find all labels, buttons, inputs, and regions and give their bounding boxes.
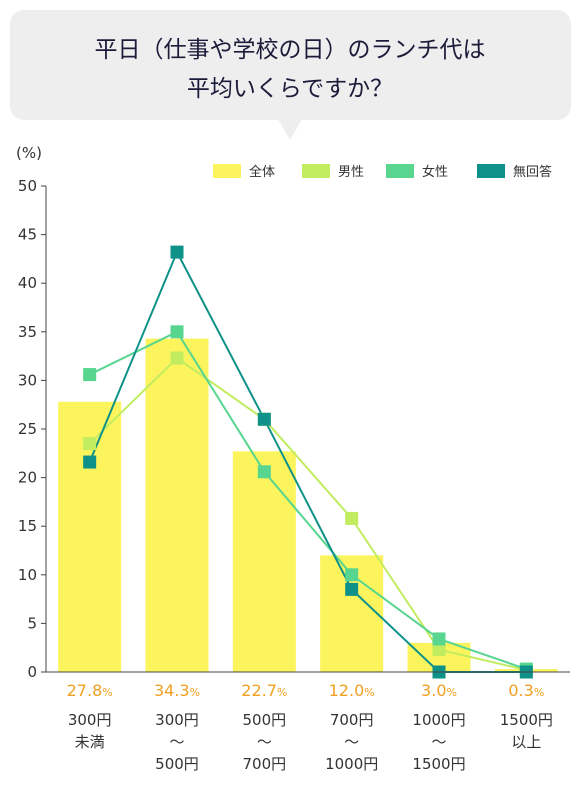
data-label-unit: % <box>277 686 287 699</box>
data-point <box>83 368 97 382</box>
y-tick-label: 15 <box>18 517 37 535</box>
data-label-unit: % <box>534 686 544 699</box>
data-point <box>345 511 359 525</box>
data-label: 12.0% <box>329 681 375 700</box>
legend-swatch <box>213 164 241 178</box>
data-point <box>170 351 184 365</box>
title-bubble <box>10 10 571 140</box>
data-point <box>83 437 97 451</box>
legend-swatch <box>386 164 414 178</box>
category-label: 〜 <box>257 733 272 751</box>
data-point <box>345 568 359 582</box>
y-tick-label: 0 <box>27 663 37 681</box>
chart-title-line1: 平日（仕事や学校の日）のランチ代は <box>95 37 486 63</box>
category-label: 以上 <box>511 733 541 751</box>
data-label: 3.0% <box>421 681 457 700</box>
bar <box>232 451 296 672</box>
y-tick-label: 50 <box>18 177 37 195</box>
category-label: 500円 <box>243 711 287 729</box>
category-label: 1500円 <box>412 755 465 773</box>
data-point <box>257 465 271 479</box>
data-label-value: 34.3 <box>154 681 190 700</box>
bar-series <box>58 338 558 672</box>
y-tick-label: 5 <box>27 614 37 632</box>
bar <box>145 338 209 672</box>
data-label: 0.3% <box>508 681 544 700</box>
data-point <box>432 643 446 657</box>
data-label: 27.8% <box>67 681 113 700</box>
category-label: 300円 <box>68 711 112 729</box>
y-tick-label: 25 <box>18 420 37 438</box>
data-label-value: 27.8 <box>67 681 103 700</box>
data-point <box>83 455 97 469</box>
category-label: 未満 <box>75 733 105 751</box>
y-tick-label: 10 <box>18 566 37 584</box>
legend-swatch <box>477 164 505 178</box>
data-label-unit: % <box>364 686 374 699</box>
y-axis-unit-label: (%) <box>16 144 42 162</box>
data-point <box>257 412 271 426</box>
y-axis: 0 5 10 15 20 25 30 35 40 45 50 <box>18 177 47 681</box>
data-point <box>170 245 184 259</box>
category-label: 500円 <box>155 755 199 773</box>
legend-label: 女性 <box>422 164 448 180</box>
chart-title-line2: 平均いくらですか？ <box>187 76 393 102</box>
category-label: 1000円 <box>325 755 378 773</box>
value-labels: 27.8% 34.3% 22.7% 12.0% 3.0% 0.3% <box>67 681 545 700</box>
data-point <box>170 325 184 339</box>
y-tick-label: 45 <box>18 226 37 244</box>
legend: 全体 男性 女性 無回答 <box>213 164 552 180</box>
data-label: 34.3% <box>154 681 200 700</box>
data-point <box>345 582 359 596</box>
category-label: 1000円 <box>412 711 465 729</box>
category-label: 1500円 <box>500 711 553 729</box>
category-label: 700円 <box>330 711 374 729</box>
category-label: 700円 <box>243 755 287 773</box>
data-label: 22.7% <box>241 681 287 700</box>
category-labels: 300円未満300円〜500円500円〜700円700円〜1000円1000円〜… <box>68 711 553 773</box>
category-label: 〜 <box>169 733 184 751</box>
legend-label: 全体 <box>249 164 275 180</box>
series-line <box>89 330 527 671</box>
series-line <box>88 356 527 672</box>
data-point <box>432 632 446 646</box>
legend-swatch <box>302 164 330 178</box>
data-label-unit: % <box>190 686 200 699</box>
y-tick-label: 40 <box>18 274 37 292</box>
data-label-unit: % <box>102 686 112 699</box>
category-label: 〜 <box>431 733 446 751</box>
y-tick-label: 30 <box>18 371 37 389</box>
legend-label: 男性 <box>338 165 364 180</box>
category-label: 〜 <box>344 733 359 751</box>
data-label-value: 3.0 <box>421 681 446 700</box>
data-label-value: 12.0 <box>329 681 365 700</box>
legend-label: 無回答 <box>513 164 552 180</box>
category-label: 300円 <box>155 711 199 729</box>
data-label-value: 22.7 <box>241 681 277 700</box>
data-label-unit: % <box>447 686 457 699</box>
data-label-value: 0.3 <box>508 681 533 700</box>
y-tick-label: 20 <box>18 469 37 487</box>
y-tick-label: 35 <box>18 323 37 341</box>
